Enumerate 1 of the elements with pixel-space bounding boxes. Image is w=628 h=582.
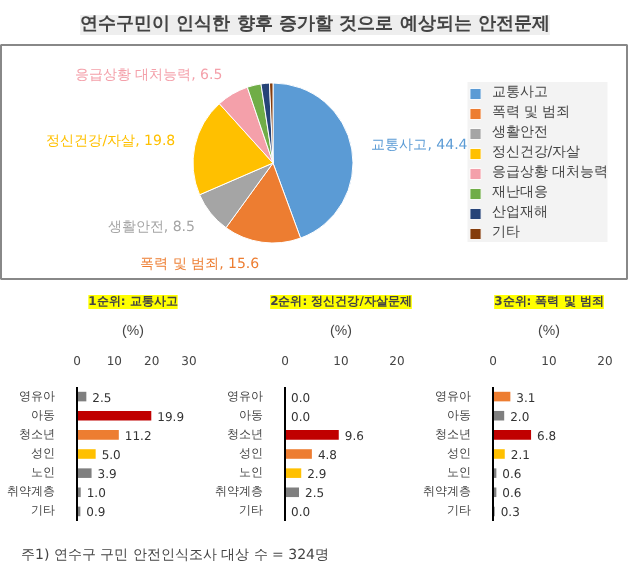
chart-title: 연수구민이 인식한 향후 증가할 것으로 예상되는 안전문제 xyxy=(80,15,550,35)
